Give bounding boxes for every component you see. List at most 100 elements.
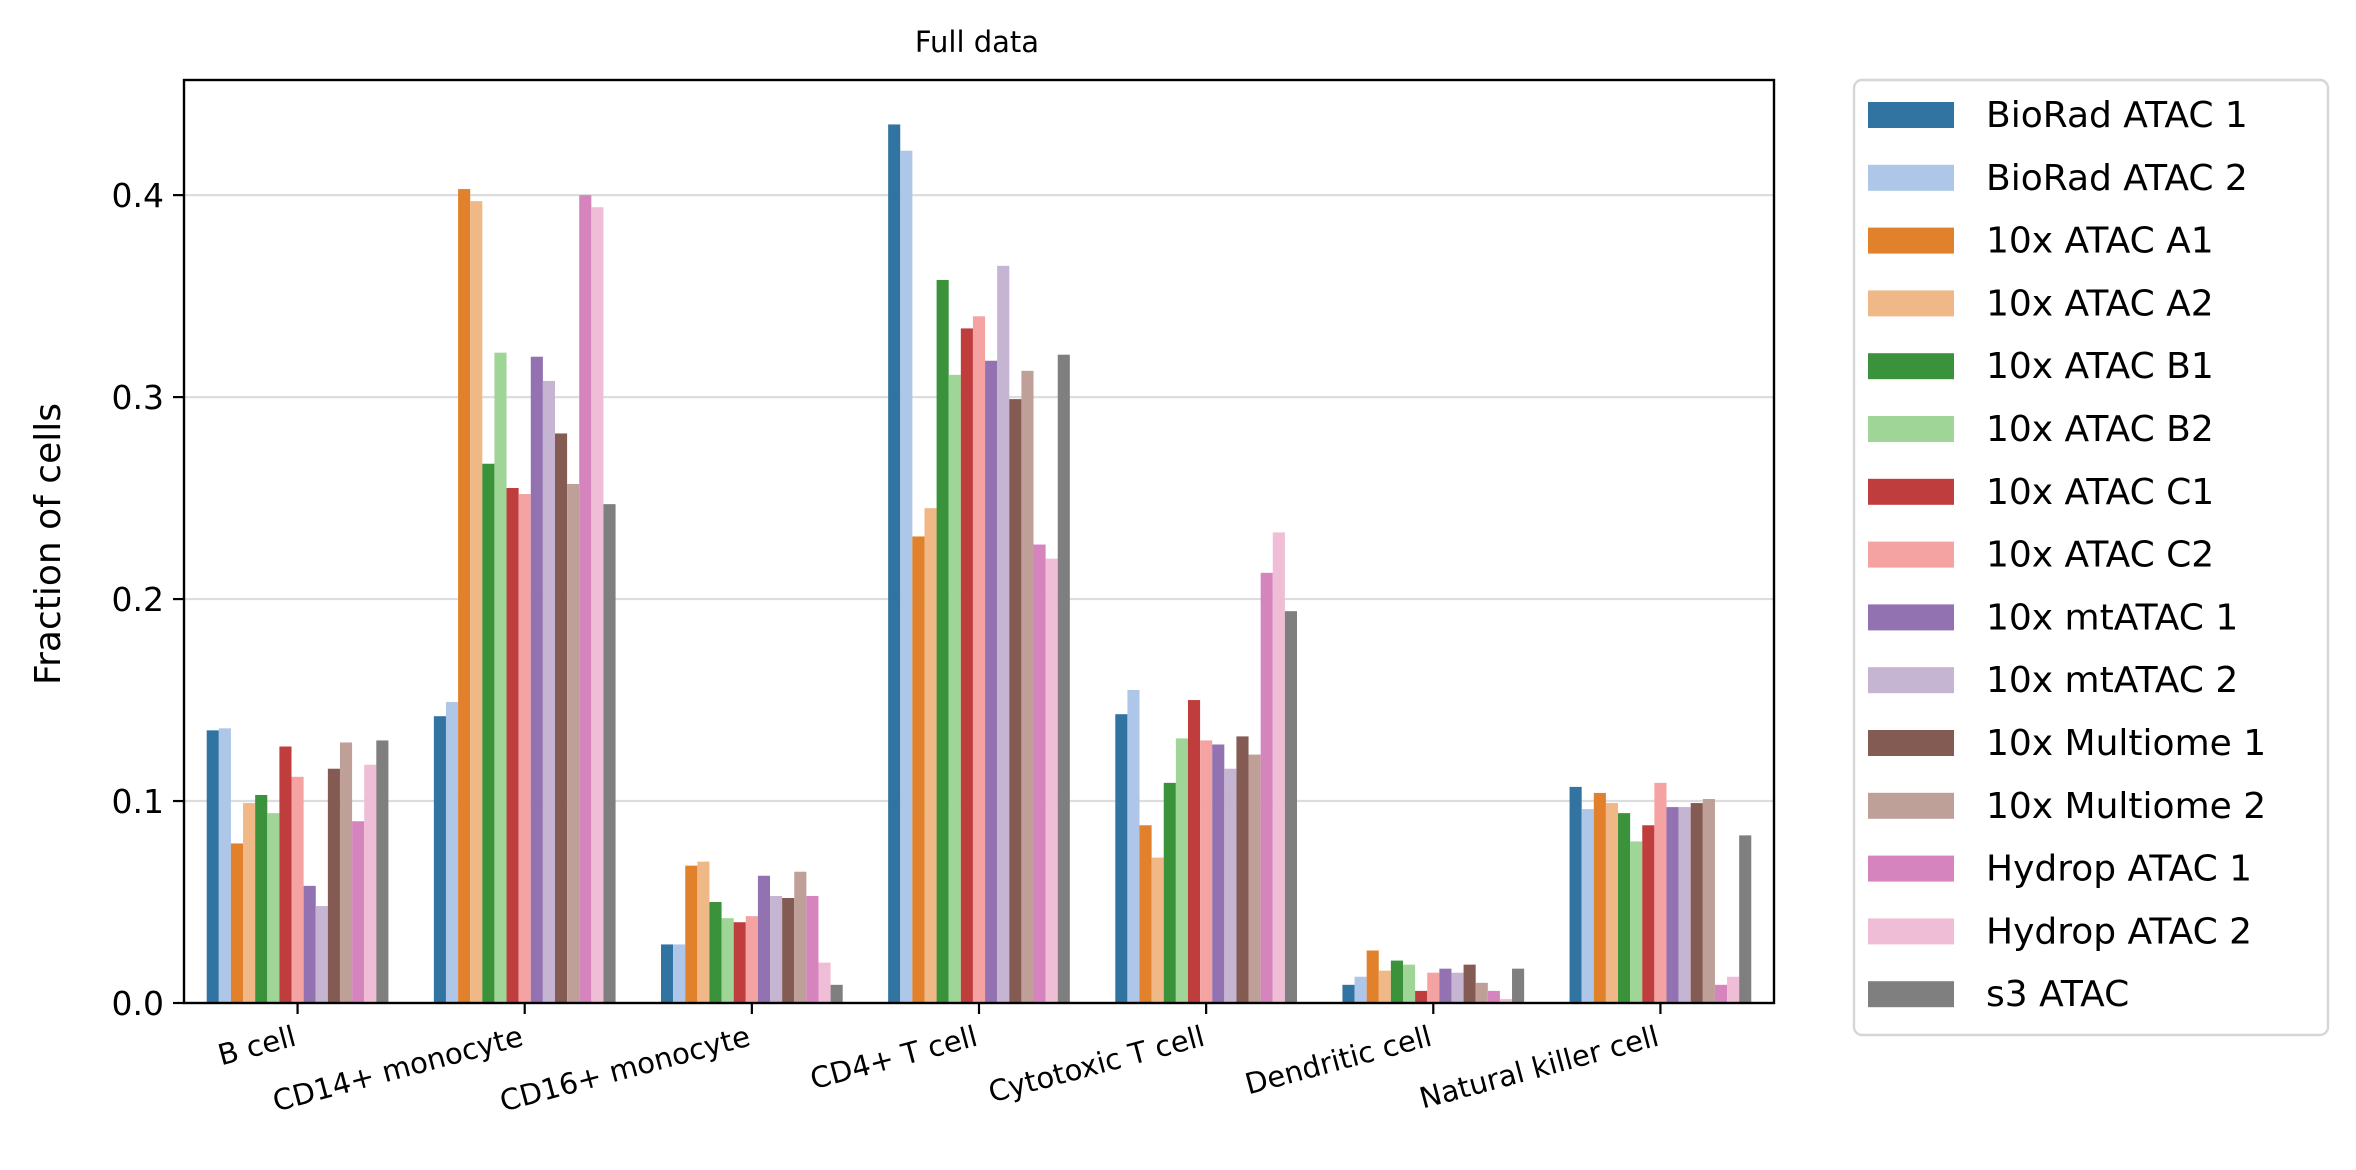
bar [1714,984,1728,1003]
legend-label: 10x Multiome 1 [1986,723,2266,764]
bar [339,742,353,1003]
bar [1366,950,1379,1003]
legend-label: Hydrop ATAC 2 [1986,911,2252,952]
legend-swatch [1868,478,1954,505]
legend-swatch [1868,353,1954,380]
bar [206,730,219,1003]
legend-label: 10x ATAC A1 [1986,221,2214,262]
bar [733,922,746,1003]
bar [960,328,973,1003]
legend-swatch [1868,918,1954,945]
legend-label: 10x ATAC B1 [1986,346,2214,387]
x-tick-label: CD14+ monocyte [269,1019,526,1118]
bar [1187,700,1201,1003]
bar [1272,532,1285,1003]
bar [1654,782,1667,1003]
legend-swatch [1868,855,1954,882]
bar [794,871,807,1003]
bar [591,207,604,1004]
bar [1439,968,1452,1003]
x-tick-label: B cell [214,1019,299,1072]
bar [470,201,483,1003]
bar [1151,857,1164,1003]
bar [1451,972,1464,1003]
bar [1403,964,1416,1003]
bar [1605,803,1619,1003]
bar [1678,807,1691,1003]
legend-swatch [1868,604,1954,631]
bar [1021,370,1034,1004]
bar [1499,998,1513,1003]
legend-label: 10x mtATAC 1 [1986,597,2238,638]
bar [661,944,674,1003]
x-tick-label: Natural killer cell [1416,1019,1662,1116]
y-axis-ticks: 0.0 0.1 0.2 0.3 0.4 [112,176,184,1023]
bar [1200,740,1213,1003]
legend-swatch [1868,730,1954,756]
bar [352,821,365,1003]
bar [745,916,758,1003]
legend-swatch [1868,981,1954,1008]
bars [206,124,1752,1004]
bar [1033,544,1046,1003]
bar [1127,689,1140,1003]
bar [770,895,783,1003]
legend-swatch [1868,290,1954,317]
bar [542,380,555,1003]
legend: BioRad ATAC 1 BioRad ATAC 2 10x ATAC A1 10x… [1852,78,2330,1037]
bar [1390,960,1403,1003]
legend-label: BioRad ATAC 1 [1986,95,2248,136]
bar [327,768,340,1003]
legend-swatch [1868,541,1954,568]
bar [1512,968,1525,1003]
bar [1666,807,1679,1003]
bar [267,813,280,1003]
bar [1212,744,1225,1003]
bar [279,746,292,1003]
bar [900,150,913,1003]
chart-title: Full data [915,25,1039,59]
bar [1630,841,1643,1003]
bar [888,124,901,1004]
bar [924,508,937,1003]
bar [230,843,244,1003]
bar [757,875,771,1003]
bar [579,195,592,1003]
bar [555,433,568,1003]
bar [1427,972,1440,1003]
bar [1139,825,1152,1003]
bar [673,944,686,1003]
y-tick-label: 0.0 [112,984,164,1023]
bar [782,897,795,1003]
bar [1415,990,1428,1003]
bar [709,902,722,1003]
legend-swatch [1868,227,1954,254]
legend-swatch [1868,102,1954,128]
legend-label: 10x ATAC C2 [1986,535,2214,576]
bar [1463,964,1476,1003]
y-tick-label: 0.3 [112,378,164,417]
bar [433,716,446,1003]
bar [1175,738,1188,1003]
legend-label: BioRad ATAC 2 [1986,158,2248,199]
bar [315,906,328,1003]
bar [1642,825,1655,1003]
bar [530,356,543,1003]
legend-swatch [1868,667,1954,694]
bar [1487,990,1500,1003]
bar [1284,611,1297,1003]
x-tick-label: Cytotoxic T cell [985,1019,1208,1109]
bar [567,483,580,1003]
bar [364,764,377,1003]
legend-label: 10x Multiome 2 [1986,786,2266,827]
legend-label: 10x mtATAC 2 [1986,660,2238,701]
x-tick-label: CD4+ T cell [806,1019,980,1096]
bar [458,189,471,1003]
bar [1115,714,1128,1003]
bar [506,487,519,1004]
legend-frame [1852,78,2330,1037]
bar [1569,786,1582,1003]
legend-swatch [1868,792,1954,819]
